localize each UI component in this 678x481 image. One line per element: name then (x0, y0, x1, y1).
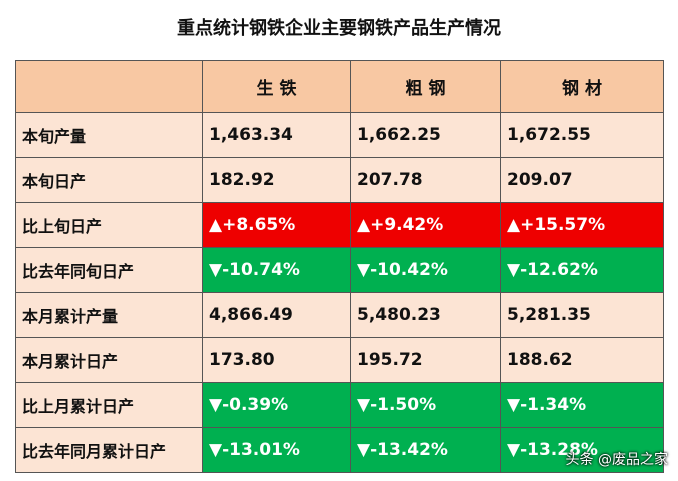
row-label: 本月累计日产 (15, 337, 203, 383)
table-cell: 1,463.34 (202, 112, 351, 158)
table-cell: 207.78 (350, 157, 501, 203)
table-cell: 195.72 (350, 337, 501, 383)
header-corner (15, 60, 203, 113)
column-header: 生 铁 (202, 60, 351, 113)
table-cell: ▼-13.01% (202, 427, 351, 473)
table-cell: 188.62 (500, 337, 664, 383)
table-cell: ▼-1.50% (350, 382, 501, 428)
table-cell: ▼-0.39% (202, 382, 351, 428)
column-header: 钢 材 (500, 60, 664, 113)
title: 重点统计钢铁企业主要钢铁产品生产情况 (177, 18, 501, 39)
table-cell: 182.92 (202, 157, 351, 203)
table-cell: ▼-12.62% (500, 247, 664, 293)
table-cell: ▼-13.42% (350, 427, 501, 473)
table-cell: ▼-13.28% (500, 427, 664, 473)
table-cell: 173.80 (202, 337, 351, 383)
table-cell: ▲+15.57% (500, 202, 664, 248)
table-cell: ▼-1.34% (500, 382, 664, 428)
row-label: 比上旬日产 (15, 202, 203, 248)
table-cell: 5,281.35 (500, 292, 664, 338)
row-label: 本旬日产 (15, 157, 203, 203)
row-label: 本旬产量 (15, 112, 203, 158)
table-cell: 1,662.25 (350, 112, 501, 158)
table-cell: 1,672.55 (500, 112, 664, 158)
table-cell: ▲+9.42% (350, 202, 501, 248)
table-cell: 209.07 (500, 157, 664, 203)
watermark: 头条 @废品之家 (565, 452, 668, 468)
row-label: 比上月累计日产 (15, 382, 203, 428)
column-header: 粗 钢 (350, 60, 501, 113)
table-cell: 5,480.23 (350, 292, 501, 338)
row-label: 本月累计产量 (15, 292, 203, 338)
row-label: 比去年同月累计日产 (15, 427, 203, 473)
table-cell: ▼-10.74% (202, 247, 351, 293)
table-cell: 4,866.49 (202, 292, 351, 338)
table-cell: ▲+8.65% (202, 202, 351, 248)
row-label: 比去年同旬日产 (15, 247, 203, 293)
table-cell: ▼-10.42% (350, 247, 501, 293)
